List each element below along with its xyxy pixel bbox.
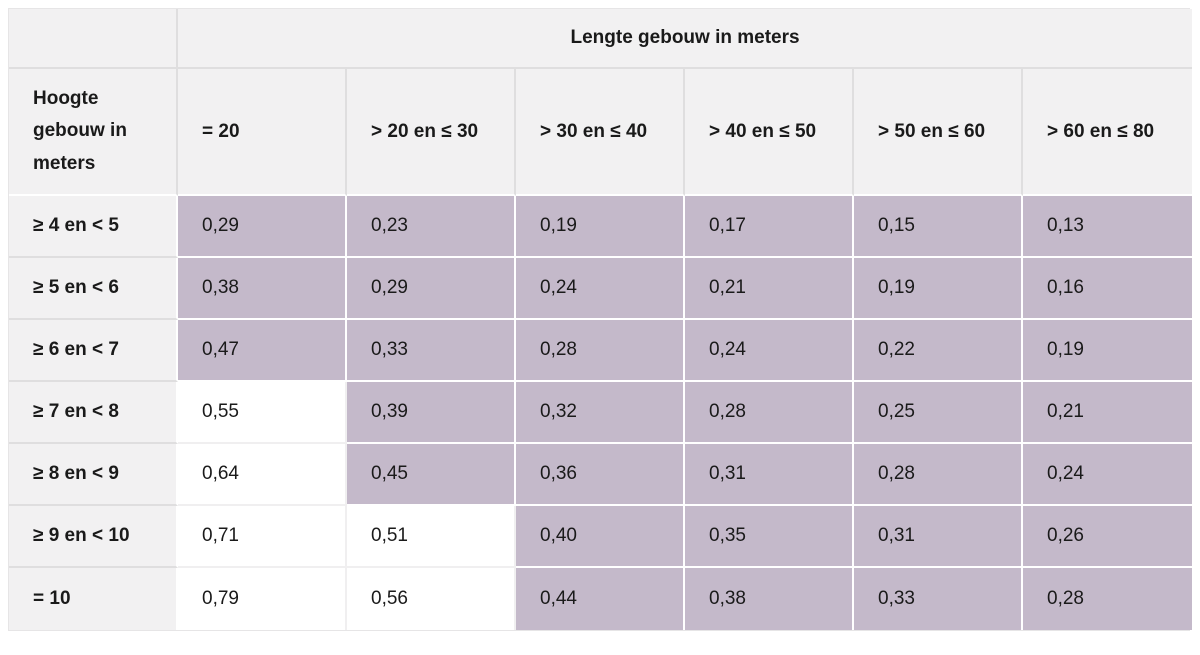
row-header: ≥ 9 en < 10 <box>9 506 178 568</box>
data-cell: 0,29 <box>178 196 347 258</box>
data-cell: 0,22 <box>854 320 1023 382</box>
data-cell: 0,17 <box>685 196 854 258</box>
table-title: Lengte gebouw in meters <box>178 9 1193 69</box>
table-row: = 10 0,79 0,56 0,44 0,38 0,33 0,28 <box>9 568 1193 630</box>
data-cell: 0,29 <box>347 258 516 320</box>
row-header: ≥ 7 en < 8 <box>9 382 178 444</box>
table-row: ≥ 5 en < 6 0,38 0,29 0,24 0,21 0,19 0,16 <box>9 258 1193 320</box>
data-cell: 0,13 <box>1023 196 1193 258</box>
data-cell: 0,15 <box>854 196 1023 258</box>
data-cell: 0,32 <box>516 382 685 444</box>
row-header: ≥ 5 en < 6 <box>9 258 178 320</box>
column-header: = 20 <box>178 69 347 196</box>
data-cell: 0,45 <box>347 444 516 506</box>
data-cell: 0,21 <box>1023 382 1193 444</box>
data-cell: 0,24 <box>516 258 685 320</box>
row-header: ≥ 8 en < 9 <box>9 444 178 506</box>
data-cell: 0,39 <box>347 382 516 444</box>
table-title-row: Lengte gebouw in meters <box>9 9 1193 69</box>
data-cell: 0,19 <box>516 196 685 258</box>
data-cell: 0,28 <box>516 320 685 382</box>
data-cell: 0,24 <box>1023 444 1193 506</box>
data-cell: 0,79 <box>178 568 347 630</box>
row-header: ≥ 4 en < 5 <box>9 196 178 258</box>
column-header: > 50 en ≤ 60 <box>854 69 1023 196</box>
table-row: ≥ 7 en < 8 0,55 0,39 0,32 0,28 0,25 0,21 <box>9 382 1193 444</box>
data-cell: 0,51 <box>347 506 516 568</box>
lookup-table-container: Lengte gebouw in meters Hoogte gebouw in… <box>8 8 1193 631</box>
column-header: > 20 en ≤ 30 <box>347 69 516 196</box>
corner-header: Hoogte gebouw in meters <box>9 69 178 196</box>
data-cell: 0,26 <box>1023 506 1193 568</box>
row-header: = 10 <box>9 568 178 630</box>
table-row: ≥ 6 en < 7 0,47 0,33 0,28 0,24 0,22 0,19 <box>9 320 1193 382</box>
row-header: ≥ 6 en < 7 <box>9 320 178 382</box>
table-row: ≥ 9 en < 10 0,71 0,51 0,40 0,35 0,31 0,2… <box>9 506 1193 568</box>
table-row: ≥ 8 en < 9 0,64 0,45 0,36 0,31 0,28 0,24 <box>9 444 1193 506</box>
data-cell: 0,33 <box>347 320 516 382</box>
data-cell: 0,38 <box>685 568 854 630</box>
data-cell: 0,31 <box>685 444 854 506</box>
data-cell: 0,36 <box>516 444 685 506</box>
data-cell: 0,21 <box>685 258 854 320</box>
data-cell: 0,28 <box>1023 568 1193 630</box>
column-header: > 40 en ≤ 50 <box>685 69 854 196</box>
data-cell: 0,71 <box>178 506 347 568</box>
data-cell: 0,35 <box>685 506 854 568</box>
data-cell: 0,64 <box>178 444 347 506</box>
data-cell: 0,19 <box>1023 320 1193 382</box>
data-cell: 0,33 <box>854 568 1023 630</box>
data-cell: 0,16 <box>1023 258 1193 320</box>
data-cell: 0,28 <box>685 382 854 444</box>
data-cell: 0,23 <box>347 196 516 258</box>
data-cell: 0,28 <box>854 444 1023 506</box>
data-cell: 0,25 <box>854 382 1023 444</box>
data-cell: 0,24 <box>685 320 854 382</box>
data-cell: 0,40 <box>516 506 685 568</box>
data-cell: 0,47 <box>178 320 347 382</box>
corner-empty-cell <box>9 9 178 69</box>
data-cell: 0,19 <box>854 258 1023 320</box>
lookup-table: Lengte gebouw in meters Hoogte gebouw in… <box>9 9 1193 630</box>
column-header: > 60 en ≤ 80 <box>1023 69 1193 196</box>
table-row: ≥ 4 en < 5 0,29 0,23 0,19 0,17 0,15 0,13 <box>9 196 1193 258</box>
column-header: > 30 en ≤ 40 <box>516 69 685 196</box>
data-cell: 0,56 <box>347 568 516 630</box>
data-cell: 0,38 <box>178 258 347 320</box>
data-cell: 0,55 <box>178 382 347 444</box>
column-header-row: Hoogte gebouw in meters = 20 > 20 en ≤ 3… <box>9 69 1193 196</box>
data-cell: 0,31 <box>854 506 1023 568</box>
data-cell: 0,44 <box>516 568 685 630</box>
